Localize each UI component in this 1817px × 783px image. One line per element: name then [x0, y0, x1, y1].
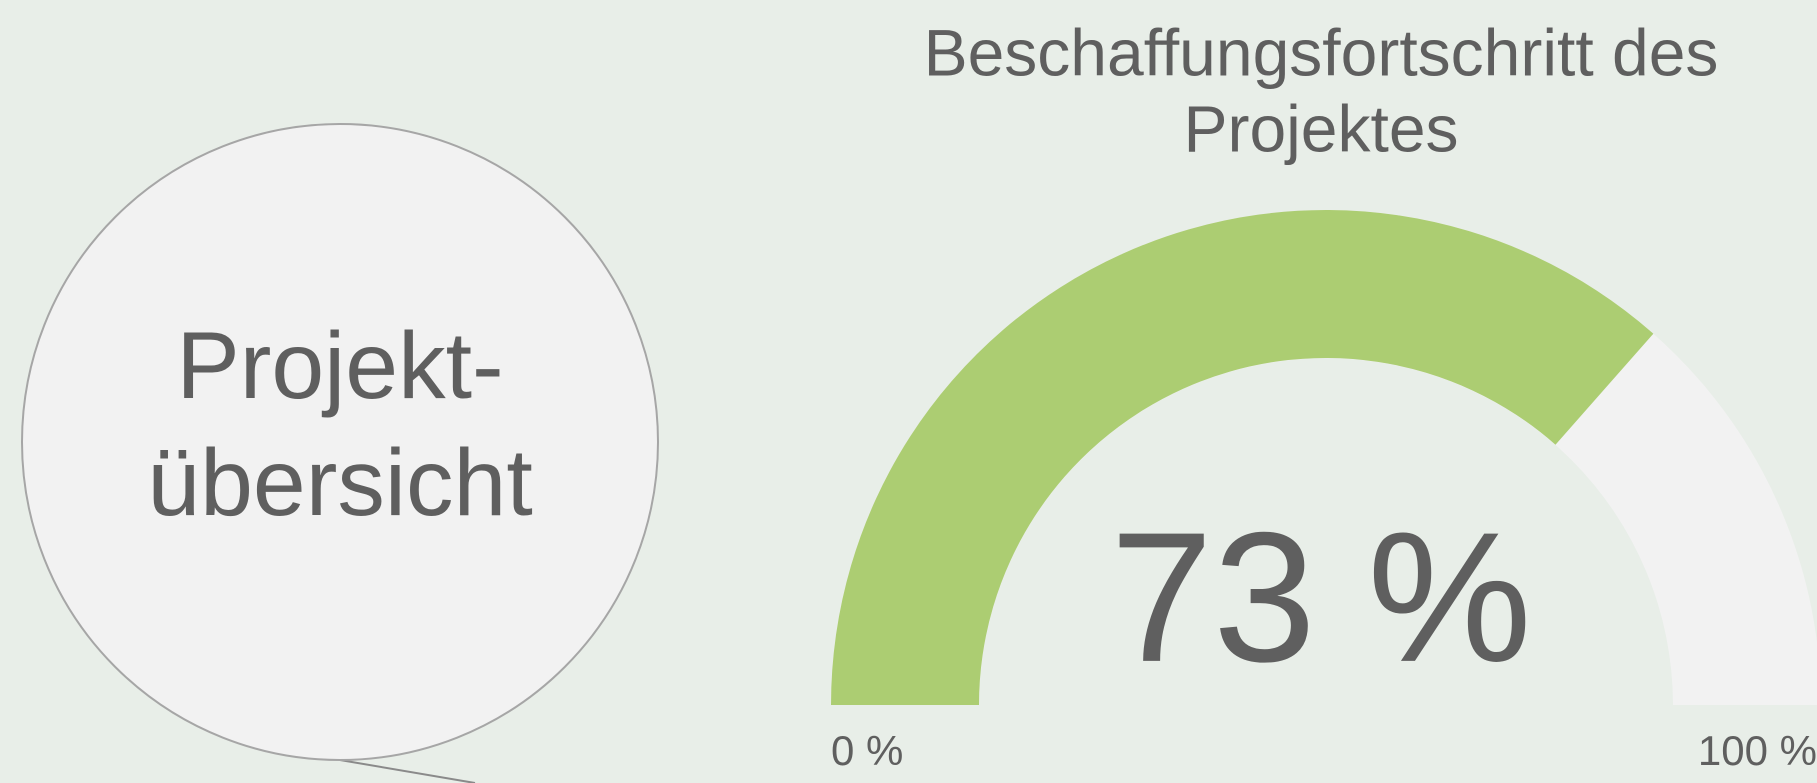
connector-line: [339, 759, 476, 783]
overview-label: übersicht: [147, 430, 532, 536]
chart-title: Beschaffungsfortschritt des: [924, 15, 1719, 89]
overview-circle: [21, 123, 659, 761]
chart-title: Projektes: [1183, 91, 1458, 165]
tick-label: 100 %: [1698, 727, 1817, 774]
gauge-value: [831, 210, 1654, 706]
tick-label: 0 %: [831, 727, 903, 774]
value-label: 73 %: [1110, 495, 1532, 701]
overview-label: Projekt-: [176, 313, 503, 419]
